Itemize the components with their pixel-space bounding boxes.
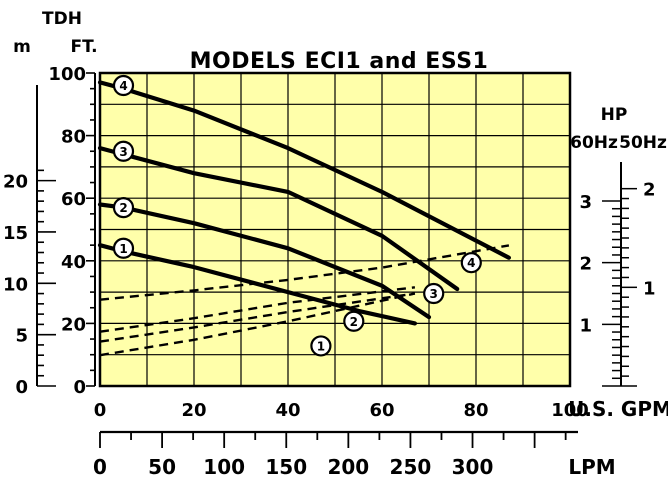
x2-axis-tick-label: 0 [93, 455, 107, 479]
y2-axis-tick-label: 10 [3, 274, 28, 295]
y2-axis-tick-label: 0 [15, 377, 28, 398]
hp-marker-3-label: 3 [430, 287, 438, 301]
x-axis-tick-label: 20 [181, 400, 206, 421]
head-marker-2-label: 2 [119, 201, 127, 215]
head-marker-1-circle [112, 237, 135, 259]
hp-marker-3-circle [423, 282, 445, 305]
hp-axis-sub-50: 50Hz [619, 133, 667, 153]
grid [100, 73, 570, 386]
y-axis-tick-label: 80 [61, 127, 86, 148]
hp-curve-4 [99, 244, 510, 301]
y2-axis: 0 5 10 15 20 [3, 85, 56, 398]
y-axis-tick-label: 40 [61, 252, 86, 273]
hp-60-tick-label: 2 [579, 254, 592, 275]
x2-axis-tick-label: 250 [390, 455, 432, 479]
hp-marker-4-circle [460, 252, 482, 274]
y-axis-label: FT. [70, 37, 97, 57]
head-marker-1-label: 1 [119, 242, 127, 256]
hp-marker-2-label: 2 [350, 315, 358, 329]
x-axis: 0 20 40 60 80 100 [94, 400, 589, 421]
hp-60-tick-label: 3 [579, 192, 592, 213]
x2-axis-tick-label: 150 [265, 455, 307, 479]
hp-marker-1-circle [310, 335, 332, 357]
y-axis-tick-label: 20 [61, 314, 86, 335]
x2-axis: 0 50 100 150 200 250 300 [93, 430, 578, 479]
hp-axis-sub-60: 60Hz [570, 133, 618, 153]
x-axis-tick-label: 80 [463, 400, 488, 421]
x2-axis-unit-label: LPM [568, 455, 615, 479]
hp-60-tick-label: 1 [579, 315, 592, 336]
head-marker-3-circle [112, 140, 135, 162]
y2-axis-tick-label: 5 [15, 326, 28, 347]
y2-axis-tick-label: 15 [3, 223, 28, 244]
y2-axis-label: m [13, 37, 31, 57]
y-axis: 0 20 40 60 80 100 [48, 64, 96, 398]
hp-marker-2-circle [343, 310, 365, 332]
x2-axis-tick-label: 100 [203, 455, 245, 479]
head-marker-2-circle [112, 196, 135, 219]
head-marker-4-label: 4 [119, 79, 127, 93]
y-axis-label-top: TDH [42, 9, 82, 29]
hp-curve-3 [99, 286, 416, 333]
x-axis-unit-label: U.S. GPM [568, 397, 668, 421]
x-axis-tick-label: 100 [551, 400, 589, 421]
y-axis-tick-label: 100 [48, 64, 86, 85]
x2-axis-tick-label: 300 [452, 455, 494, 479]
head-marker-3-label: 3 [119, 145, 127, 159]
x2-axis-tick-label: 50 [148, 455, 176, 479]
x-axis-tick-label: 0 [94, 400, 107, 421]
hp-50-tick-label: 2 [643, 180, 656, 201]
chart-title: MODELS ECI1 and ESS1 [190, 49, 489, 74]
head-marker-4-circle [112, 74, 135, 97]
hp-marker-1-label: 1 [317, 339, 325, 353]
hp-50-tick-label: 1 [643, 278, 656, 299]
hp-axis-label: HP [601, 105, 628, 125]
x-axis-tick-label: 40 [275, 400, 300, 421]
y-axis-tick-label: 60 [61, 189, 86, 210]
x-axis-tick-label: 60 [369, 400, 394, 421]
y2-axis-tick-label: 20 [3, 172, 28, 193]
hp-marker-4-label: 4 [467, 256, 475, 270]
y-axis-tick-label: 0 [73, 377, 86, 398]
hp-curve-2 [99, 292, 416, 343]
hp-axis: 1 2 3 1 2 [579, 162, 656, 387]
markers: 1 2 3 4 1 2 3 4 [112, 74, 482, 357]
x2-axis-tick-label: 200 [327, 455, 369, 479]
